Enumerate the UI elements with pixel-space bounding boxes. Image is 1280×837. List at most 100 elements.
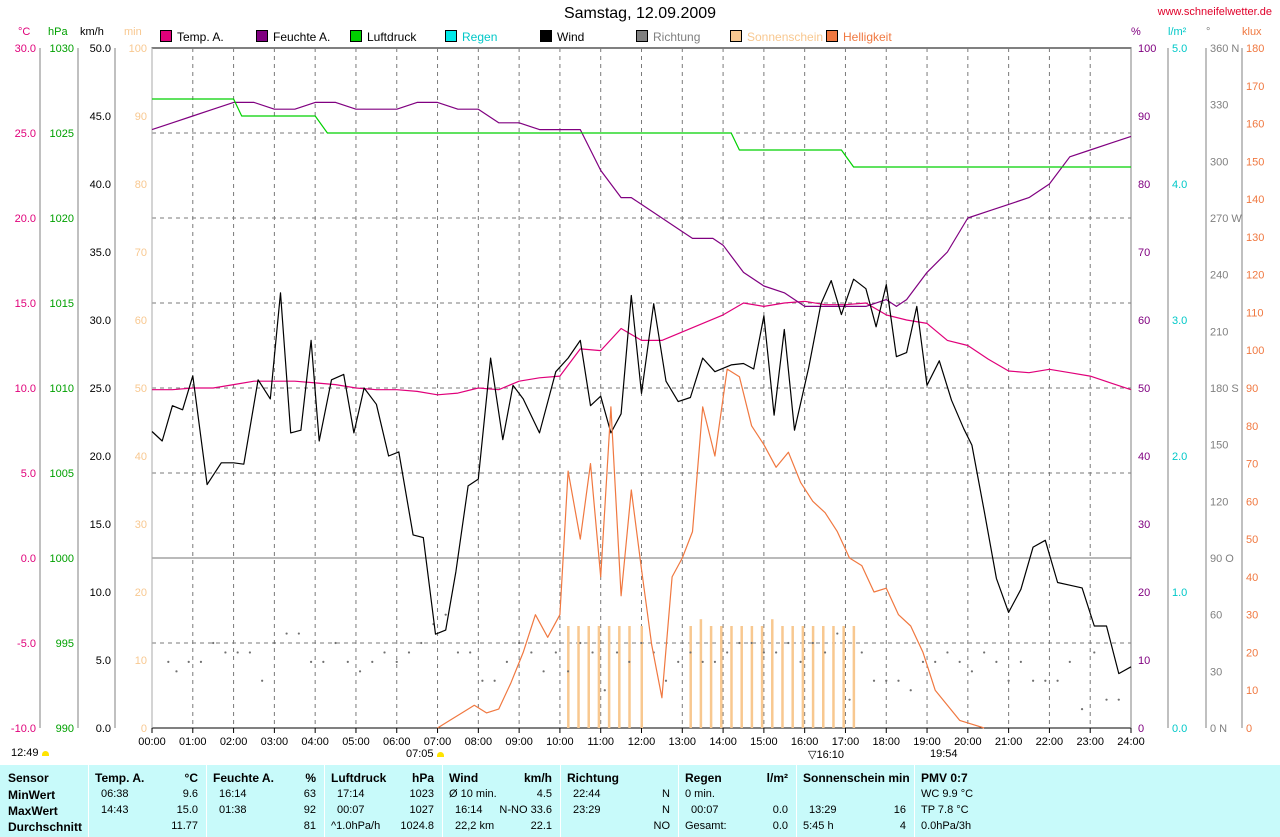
legend-swatch-wind — [540, 30, 552, 42]
sun-noon: 12:49 — [11, 747, 49, 759]
temp-tick-label: 20.0 — [15, 213, 36, 225]
sunshine-tick-label: 100 — [129, 43, 147, 55]
stats-direction-header: Richtung — [567, 771, 619, 785]
sunshine-bar — [607, 626, 611, 728]
pressure-tick-label: 1010 — [50, 383, 74, 395]
light-tick-label: 70 — [1246, 459, 1258, 471]
stats-pmv-dewpoint: TP 7.8 °C — [921, 804, 969, 816]
x-tick-label: 00:00 — [138, 736, 166, 748]
sunshine-bar — [640, 626, 643, 728]
direction-point — [334, 641, 337, 645]
stats-col-rain: Regen l/m² 0 min. 00:07 Gesamt: 0.0 0.0 — [679, 765, 796, 837]
stats-rain-header: Regen — [685, 771, 722, 785]
x-tick-label: 22:00 — [1036, 736, 1064, 748]
direction-point — [407, 651, 411, 654]
light-tick-label: 40 — [1246, 572, 1258, 584]
direction-point — [444, 613, 447, 616]
legend-swatch-light — [826, 30, 838, 42]
max-brightness-marker: ▽16:10 — [808, 748, 844, 761]
stats-pressure-unit: hPa — [411, 771, 434, 785]
rain-tick-label: 2.0 — [1172, 451, 1187, 463]
stats-wind-unit: km/h — [523, 771, 552, 785]
stats-sunshine-avg: 4 — [899, 820, 906, 832]
sunset-time: 19:54 — [930, 748, 958, 760]
light-tick-label: 60 — [1246, 496, 1258, 508]
sunshine-bar — [791, 626, 794, 728]
stats-rain-total-label: Gesamt: — [685, 820, 727, 832]
stats-divider — [324, 765, 325, 837]
unit-rain: l/m² — [1168, 26, 1187, 38]
sunshine-tick-label: 30 — [135, 519, 147, 531]
direction-point — [456, 651, 460, 654]
sunshine-bar — [811, 626, 815, 728]
direction-point — [285, 632, 288, 635]
stats-wind-max: N-NO 33.6 — [499, 804, 552, 816]
stats-direction-max-time: 23:29 — [573, 804, 601, 816]
site-link[interactable]: www.schneifelwetter.de — [1157, 6, 1272, 18]
direction-tick-label: 90 O — [1210, 553, 1234, 565]
stats-divider — [206, 765, 207, 837]
humidity-tick-label: 30 — [1138, 519, 1150, 531]
sunshine-bar — [771, 619, 774, 728]
direction-point — [615, 651, 619, 654]
chart-title: Samstag, 12.09.2009 — [563, 5, 717, 22]
direction-tick-label: 150 — [1210, 440, 1228, 452]
direction-point — [787, 641, 790, 645]
stats-col-direction: Richtung 22:44 23:29 N N NO — [561, 765, 678, 837]
stats-divider — [442, 765, 443, 837]
direction-point — [493, 679, 496, 682]
stats-rain-unit: l/m² — [766, 771, 788, 785]
stats-row-max: MaxWert — [8, 804, 58, 818]
humidity-tick-label: 10 — [1138, 655, 1150, 667]
sunrise-icon — [436, 752, 444, 757]
x-tick-label: 14:00 — [709, 736, 737, 748]
x-tick-label: 21:00 — [995, 736, 1023, 748]
direction-point — [909, 689, 912, 692]
humidity-tick-label: 100 — [1138, 43, 1156, 55]
sunshine-tick-label: 0 — [141, 723, 147, 735]
x-tick-label: 07:00 — [424, 736, 452, 748]
stats-divider — [88, 765, 89, 837]
x-tick-label: 06:00 — [383, 736, 411, 748]
sunshine-tick-label: 90 — [135, 111, 147, 123]
sunshine-bar — [577, 626, 580, 728]
direction-point — [358, 670, 362, 673]
sunshine-bar — [567, 626, 570, 728]
stats-sensor-header: Sensor — [8, 771, 49, 785]
legend-label-direction: Richtung — [653, 30, 701, 44]
stats-temp-header: Temp. A. — [95, 771, 145, 785]
x-tick-label: 04:00 — [301, 736, 329, 748]
light-tick-label: 110 — [1246, 307, 1264, 319]
direction-point — [579, 641, 582, 645]
light-tick-label: 160 — [1246, 119, 1264, 131]
legend-swatch-humidity — [256, 30, 268, 42]
x-tick-label: 12:00 — [628, 736, 656, 748]
direction-point — [836, 632, 839, 635]
direction-point — [811, 641, 814, 645]
stats-divider — [914, 765, 915, 837]
direction-point — [872, 679, 876, 682]
temp-tick-label: 25.0 — [15, 128, 36, 140]
direction-point — [750, 641, 753, 645]
legend-item-temp: Temp. A. — [160, 30, 224, 44]
direction-point — [420, 641, 423, 645]
stats-col-pmv: PMV 0:7 WC 9.9 °C TP 7.8 °C 0.0hPa/3h — [915, 765, 1032, 837]
stats-pressure-avg: 1024.8 — [400, 820, 434, 832]
direction-point — [1032, 679, 1035, 682]
direction-point — [224, 651, 227, 654]
direction-tick-label: 330 — [1210, 100, 1228, 112]
sunshine-bar — [597, 626, 601, 728]
light-tick-label: 180 — [1246, 43, 1264, 55]
light-tick-label: 170 — [1246, 81, 1264, 93]
stats-rain-duration: 0 min. — [685, 788, 715, 800]
stats-sunshine-max: 16 — [893, 804, 906, 816]
direction-point — [167, 660, 170, 663]
stats-rain-total: 0.0 — [772, 820, 788, 832]
direction-point — [273, 641, 276, 645]
unit-sunshine: min — [124, 26, 142, 38]
sunshine-tick-label: 10 — [135, 655, 147, 667]
pressure-tick-label: 1000 — [50, 553, 74, 565]
stats-col-temp: Temp. A. °C 06:38 14:43 9.6 15.0 11.77 — [89, 765, 206, 837]
stats-table: Sensor MinWert MaxWert Durchschnitt Temp… — [0, 765, 1280, 837]
sunshine-bar — [832, 626, 835, 728]
